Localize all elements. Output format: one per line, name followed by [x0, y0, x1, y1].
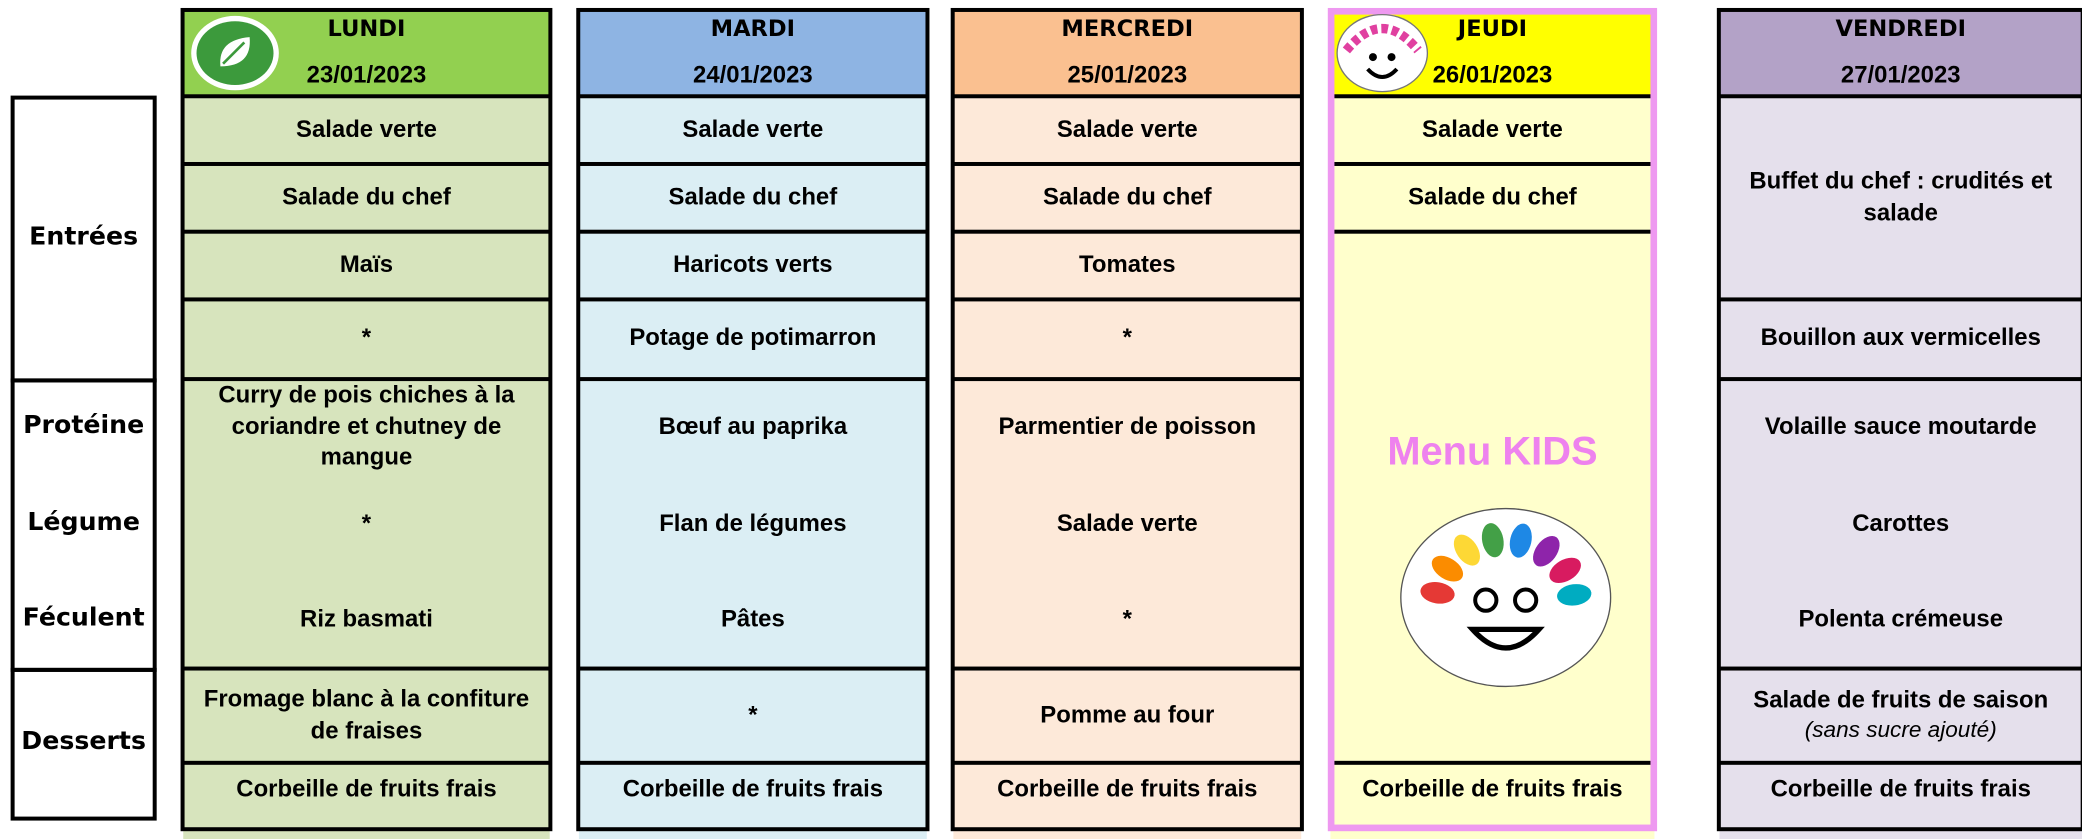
- menu-item: Bœuf au paprika: [658, 412, 848, 440]
- menu-item: Carottes: [1852, 509, 1950, 537]
- menu-item: *: [361, 324, 372, 351]
- row-divider: [1330, 229, 1655, 234]
- row-divider: [1330, 161, 1655, 166]
- row-divider: [1719, 377, 2082, 382]
- row-label: Protéine: [23, 410, 145, 440]
- day-column: [953, 95, 1302, 839]
- menu-item: Corbeille de fruits frais: [622, 775, 884, 802]
- special-menu: Menu KIDS: [1387, 429, 1598, 474]
- day-date: 25/01/2023: [1067, 61, 1188, 88]
- menu-item: Corbeille de fruits frais: [1362, 775, 1623, 802]
- day-name: MERCREDI: [1061, 15, 1194, 43]
- menu-item: Fromage blanc à la confiture de fraises: [203, 685, 530, 743]
- row-divider: [953, 666, 1302, 671]
- row-divider: [183, 94, 550, 99]
- menu-item: Salade de fruits de saison (sans sucre aj…: [1720, 668, 2082, 762]
- row-divider: [578, 666, 927, 671]
- menu-item: Salade verte: [1056, 115, 1198, 142]
- row-label: Entrées: [29, 221, 139, 251]
- row-divider: [953, 760, 1302, 765]
- day-header: [1719, 10, 2082, 96]
- menu-item: Tomates: [1079, 250, 1176, 278]
- menu-item: Riz basmati: [300, 605, 433, 633]
- row-divider: [183, 297, 550, 302]
- row-divider: [953, 377, 1302, 382]
- row-divider: [1719, 760, 2082, 765]
- menu-item: Polenta crémeuse: [1798, 605, 2004, 633]
- day-column: [183, 95, 550, 839]
- menu-item: Corbeille de fruits frais: [1770, 775, 2031, 802]
- row-divider: [578, 760, 927, 765]
- day-header: [953, 10, 1302, 96]
- day-column: [578, 95, 927, 839]
- menu-item: Salade verte: [296, 115, 437, 142]
- day-date: 24/01/2023: [693, 61, 813, 88]
- menu-item: *: [361, 509, 372, 537]
- row-divider: [1719, 94, 2082, 99]
- menu-item: Volaille sauce moutarde: [1764, 412, 2037, 440]
- menu-item: Buffet du chef : crudités et salade: [1749, 167, 2053, 226]
- menu-item: Pomme au four: [1040, 700, 1215, 728]
- menu-item: Salade du chef: [1042, 182, 1212, 210]
- menu-item: *: [1122, 324, 1132, 351]
- menu-item: Salade du chef: [282, 182, 451, 210]
- row-divider: [578, 94, 927, 99]
- menu-item: Salade verte: [1422, 115, 1563, 142]
- day-name: JEUDI: [1457, 15, 1528, 43]
- row-label: Desserts: [21, 726, 147, 756]
- day-header: [578, 10, 927, 96]
- row-label: Féculent: [22, 602, 145, 633]
- menu-item: Salade verte: [1056, 509, 1198, 537]
- row-divider: [578, 229, 927, 234]
- dessert-note: (sans sucre ajouté): [1804, 717, 1997, 743]
- day-date: 23/01/2023: [306, 61, 427, 88]
- row-divider: [183, 229, 550, 234]
- day-name: MARDI: [710, 15, 796, 43]
- row-divider: [953, 161, 1302, 166]
- menu-item: Corbeille de fruits frais: [997, 775, 1258, 802]
- menu-item: Flan de légumes: [659, 509, 847, 537]
- day-name: LUNDI: [327, 15, 406, 43]
- menu-item: Potage de potimarron: [629, 324, 877, 351]
- row-divider: [1330, 94, 1655, 99]
- leaf-icon: [189, 13, 282, 93]
- row-divider: [953, 229, 1302, 234]
- row-divider: [1330, 760, 1655, 765]
- row-divider: [953, 94, 1302, 99]
- row-divider: [578, 161, 927, 166]
- row-divider: [183, 377, 550, 382]
- row-divider: [183, 161, 550, 166]
- kids-logo: [1400, 507, 1612, 688]
- menu-item: Curry de pois chiches à la coriandre et …: [218, 381, 515, 471]
- row-divider: [183, 760, 550, 765]
- row-divider: [1719, 297, 2082, 302]
- day-name: VENDREDI: [1835, 15, 1966, 43]
- day-column: [1719, 95, 2082, 839]
- row-divider: [183, 666, 550, 671]
- menu-page: Entrées Protéine Légume Féculent Desserts LUN…: [10, 7, 2082, 839]
- menu-item: Haricots verts: [673, 250, 833, 278]
- row-divider: [953, 297, 1302, 302]
- menu-item: Maïs: [339, 250, 394, 278]
- row-divider: [1719, 666, 2082, 671]
- menu-item: Salade verte: [682, 115, 824, 142]
- menu-item: *: [1122, 605, 1132, 633]
- day-date: 27/01/2023: [1840, 61, 1961, 88]
- day-date: 26/01/2023: [1432, 61, 1553, 88]
- menu-item: Salade du chef: [668, 182, 838, 210]
- row-divider: [578, 297, 927, 302]
- menu-item: Salade du chef: [1408, 182, 1577, 210]
- menu-item: Corbeille de fruits frais: [236, 775, 497, 802]
- row-label: Légume: [27, 507, 140, 537]
- menu-item: Parmentier de poisson: [998, 412, 1257, 440]
- row-divider: [578, 377, 927, 382]
- menu-item: *: [748, 700, 758, 728]
- day-column: [1330, 95, 1655, 839]
- menu-item: Bouillon aux vermicelles: [1760, 324, 2041, 351]
- kids-icon: [1336, 13, 1429, 93]
- menu-item: Pâtes: [720, 605, 785, 633]
